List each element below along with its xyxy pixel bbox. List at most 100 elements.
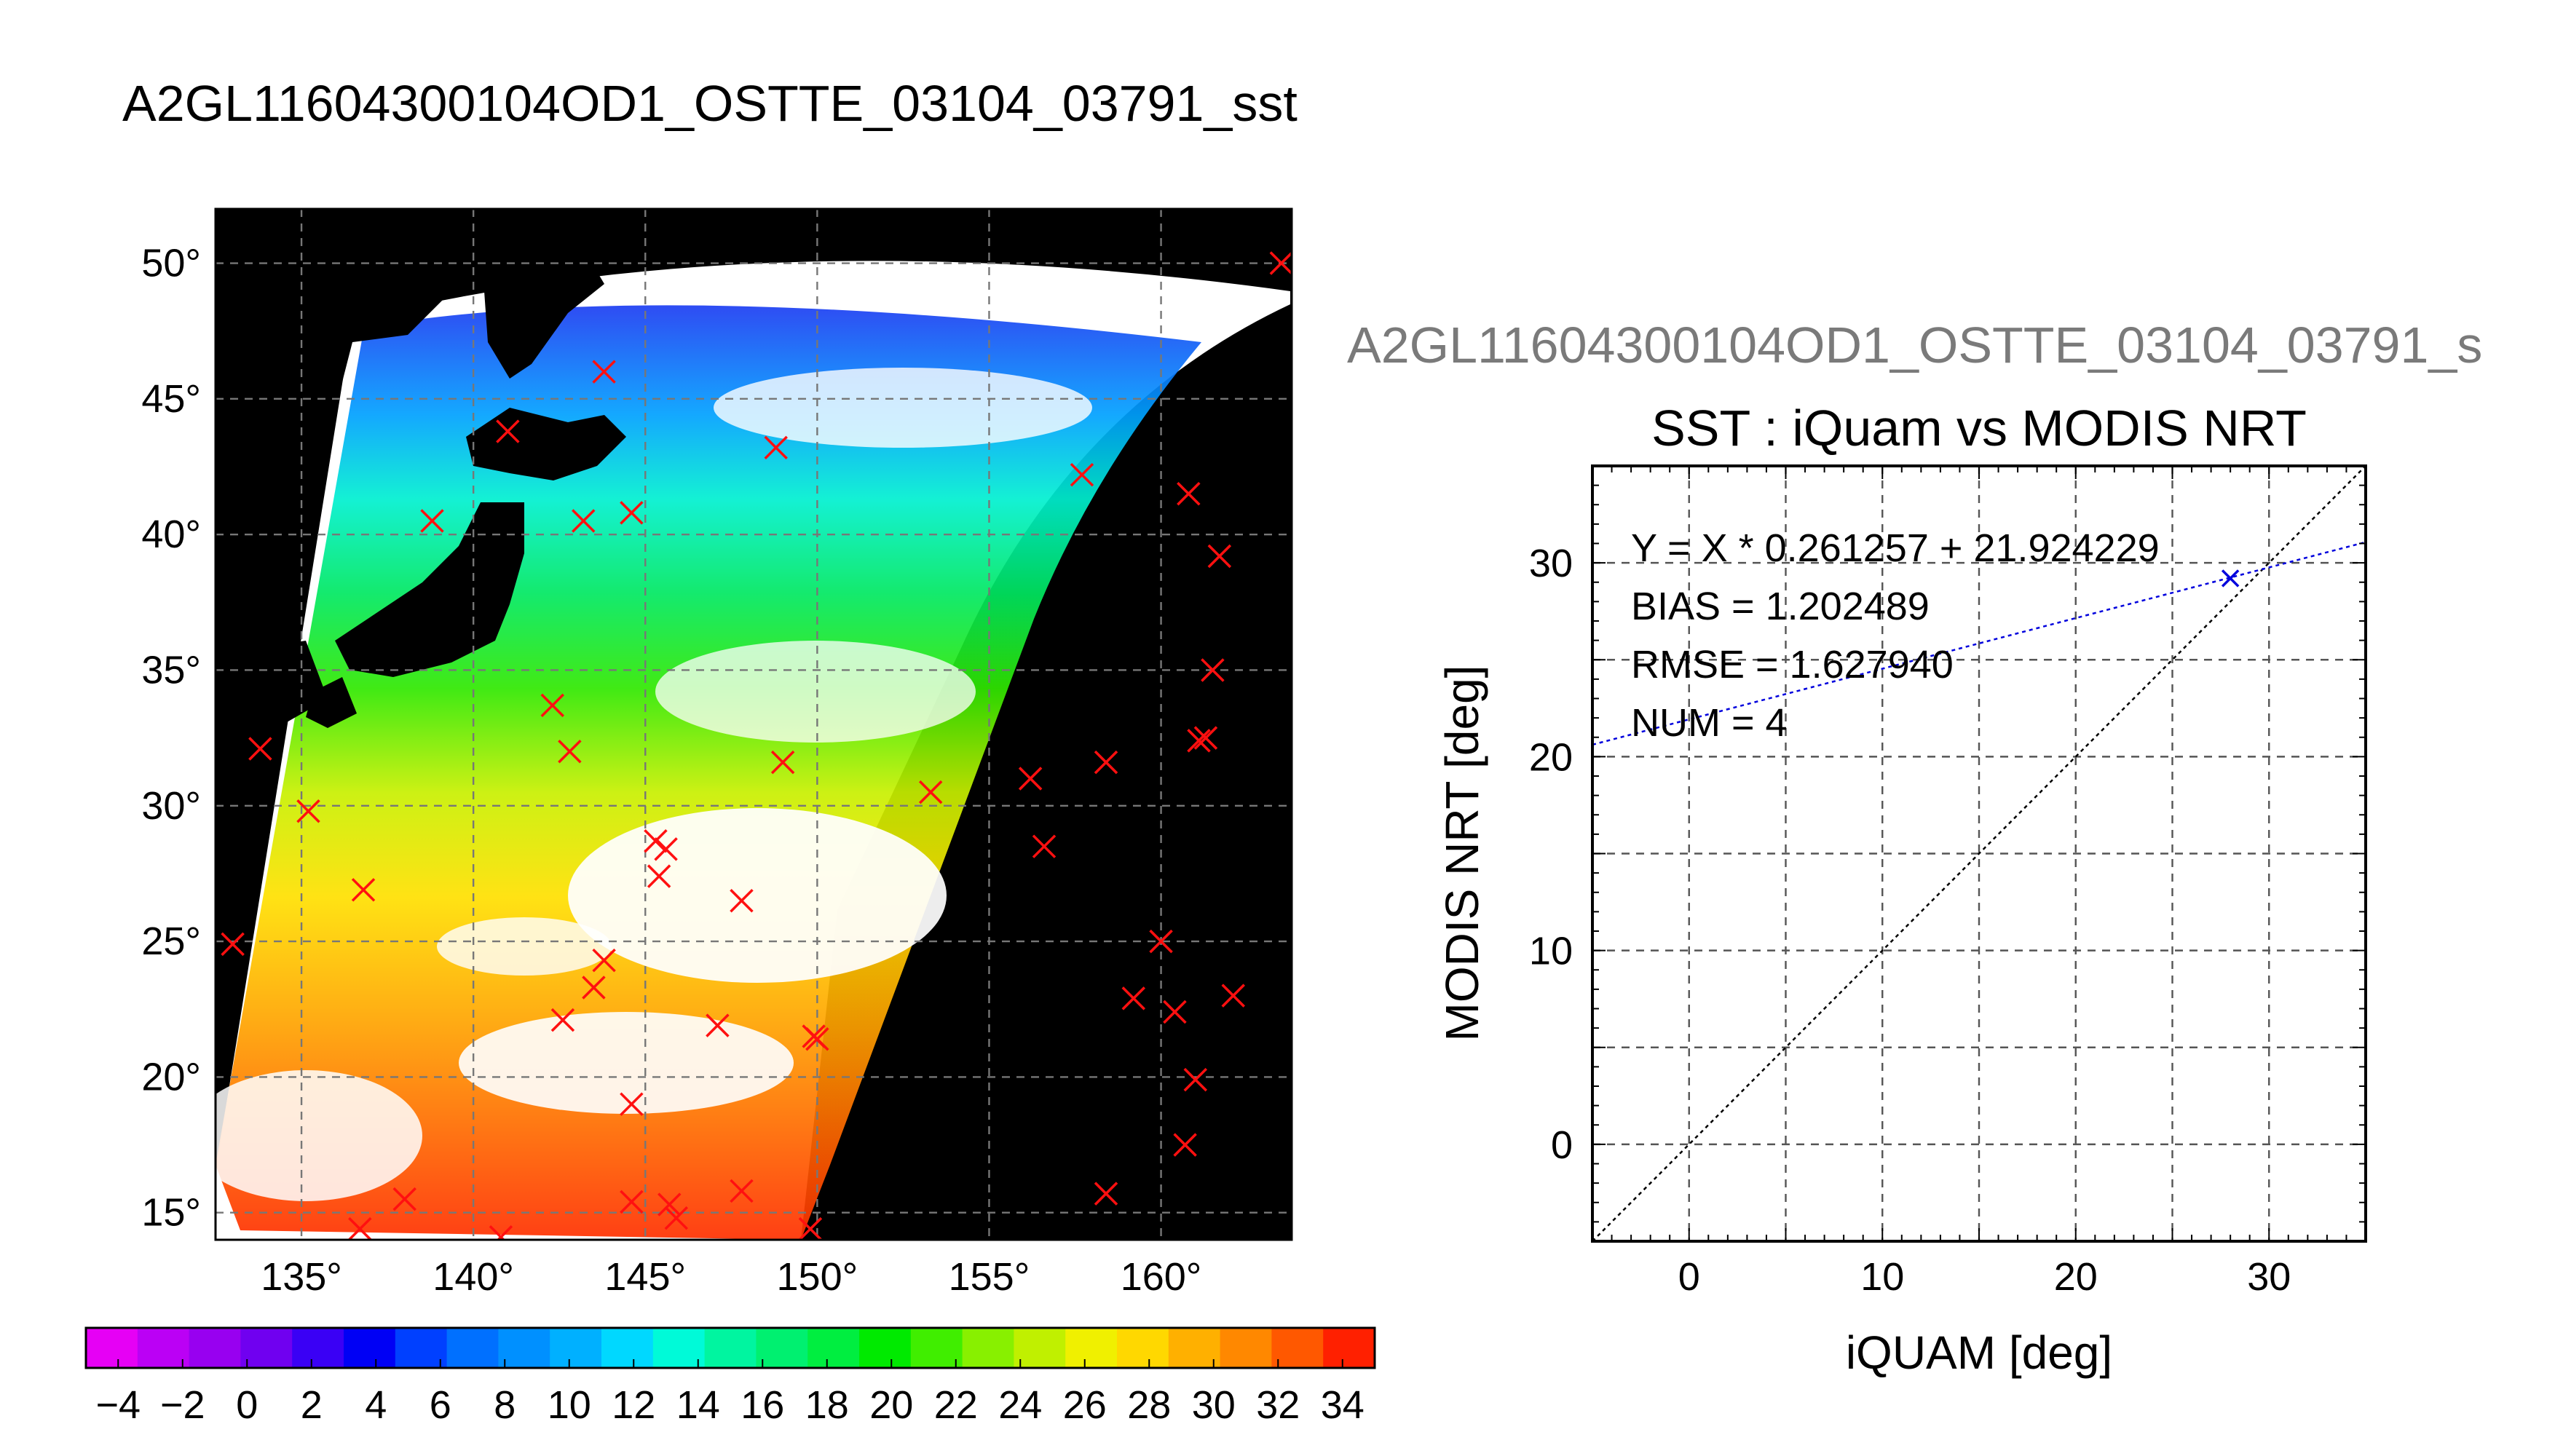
colorbar-segment	[807, 1328, 860, 1368]
colorbar-segment	[601, 1328, 654, 1368]
map-lat-tick-label: 45°	[141, 377, 201, 421]
scatter-top-title: A2GL11604300104OD1_OSTTE_03104_03791_s	[1347, 317, 2482, 373]
map-matchup-marker	[664, 1206, 688, 1230]
cloud-patch	[714, 368, 1092, 448]
map-lon-tick-label: 145°	[604, 1255, 686, 1299]
marker-stroke	[1173, 1133, 1197, 1157]
colorbar-tick-label: 4	[365, 1383, 387, 1427]
marker-stroke	[620, 1190, 644, 1214]
scatter-x-tick-label: 10	[1860, 1255, 1904, 1299]
colorbar-tick-label: 2	[301, 1383, 323, 1427]
marker-stroke	[496, 419, 520, 443]
colorbar-segment	[1271, 1328, 1324, 1368]
marker-stroke	[798, 1216, 823, 1240]
marker-stroke	[592, 948, 616, 973]
map-matchup-marker	[296, 799, 320, 823]
marker-stroke	[706, 1013, 730, 1037]
map-matchup-marker	[1018, 767, 1043, 791]
map-matchup-marker	[1221, 984, 1245, 1008]
marker-stroke	[730, 888, 754, 913]
map-frame	[214, 207, 1293, 1241]
map-matchup-marker	[592, 360, 616, 384]
colorbar: −4 −2 0 2 4 6 8 10 12 14 16 18 20 22 24 26 28 30 32 34	[84, 1326, 1376, 1427]
map-matchup-marker	[1201, 658, 1225, 682]
marker-stroke	[558, 740, 582, 764]
marker-stroke	[730, 1179, 754, 1203]
colorbar-segment	[910, 1328, 963, 1368]
x-axis-label: iQUAM [deg]	[1846, 1326, 2112, 1379]
map-matchup-marker	[918, 780, 943, 804]
map-matchup-marker	[764, 435, 788, 460]
map-matchup-marker	[489, 1225, 513, 1240]
marker-stroke	[348, 1216, 372, 1240]
map-matchup-marker	[620, 501, 644, 525]
identity-line	[1592, 466, 2366, 1241]
map-matchup-marker	[1094, 750, 1118, 775]
scatter-point	[2221, 569, 2240, 587]
colorbar-segment	[446, 1328, 499, 1368]
land-sakhalin	[481, 215, 604, 379]
scatter-x-tick-label: 0	[1678, 1255, 1700, 1299]
land-honshu	[335, 502, 524, 677]
scatter-y-tick-label: 10	[1529, 930, 1573, 973]
map-matchup-marker	[730, 1179, 754, 1203]
colorbar-segment	[1168, 1328, 1221, 1368]
marker-stroke	[351, 878, 376, 902]
colorbar-tick-label: 34	[1321, 1383, 1365, 1427]
colorbar-segment	[1117, 1328, 1169, 1368]
scatter-y-tick-label: 0	[1551, 1123, 1573, 1167]
map-matchup-marker	[1177, 482, 1201, 506]
marker-stroke	[592, 360, 616, 384]
marker-stroke	[296, 799, 320, 823]
marker-stroke	[248, 737, 272, 761]
marker-stroke	[657, 1192, 682, 1216]
colorbar-segment	[240, 1328, 293, 1368]
colorbar-segment	[498, 1328, 550, 1368]
map-matchup-marker	[647, 864, 671, 888]
marker-stroke	[1187, 729, 1211, 753]
colorbar-tick-label: 30	[1192, 1383, 1236, 1427]
colorbar-tick-label: −2	[160, 1383, 205, 1427]
map-matchup-marker	[1193, 726, 1218, 750]
colorbar-segment	[137, 1328, 190, 1368]
map-matchup-marker	[1070, 462, 1094, 487]
map-lat-tick-label: 35°	[141, 648, 201, 692]
map-matchup-marker	[1149, 929, 1173, 954]
marker-stroke	[647, 864, 671, 888]
map-matchup-marker	[1183, 1067, 1208, 1092]
map-matchup-marker	[420, 509, 444, 533]
map-matchup-marker	[654, 837, 678, 861]
colorbar-tick-label: 12	[612, 1383, 655, 1427]
colorbar-segment	[859, 1328, 912, 1368]
marker-stroke	[1018, 767, 1043, 791]
land-mainland	[216, 209, 481, 633]
colorbar-tick-label: 6	[430, 1383, 451, 1427]
marker-stroke	[1177, 482, 1201, 506]
colorbar-segment	[292, 1328, 344, 1368]
map-matchup-marker	[798, 1216, 823, 1240]
map-matchup-marker	[706, 1013, 730, 1037]
marker-stroke	[1163, 1000, 1187, 1024]
marker-stroke	[644, 828, 668, 853]
stats-line: NUM = 4	[1631, 701, 1788, 745]
marker-stroke	[654, 837, 678, 861]
cloud-patch	[216, 1070, 422, 1201]
colorbar-tick-label: 10	[548, 1383, 591, 1427]
colorbar-tick-label: 28	[1127, 1383, 1171, 1427]
map-matchup-marker	[1163, 1000, 1187, 1024]
marker-stroke	[1032, 834, 1057, 858]
map-lat-tick-label: 50°	[141, 242, 201, 285]
marker-stroke	[496, 1225, 513, 1240]
map-matchup-marker	[1269, 251, 1292, 275]
colorbar-segment	[344, 1328, 396, 1368]
map-matchup-marker	[572, 509, 596, 533]
map-matchup-marker	[657, 1192, 682, 1216]
colorbar-tick-label: 0	[236, 1383, 258, 1427]
marker-stroke	[805, 1027, 829, 1051]
cloud-patch	[655, 641, 976, 743]
map-matchup-marker	[582, 976, 606, 1000]
colorbar-tick-label: −4	[95, 1383, 141, 1427]
stats-line: Y = X * 0.261257 + 21.924229	[1631, 526, 2160, 570]
map-matchup-marker	[592, 948, 616, 973]
marker-stroke	[620, 501, 644, 525]
